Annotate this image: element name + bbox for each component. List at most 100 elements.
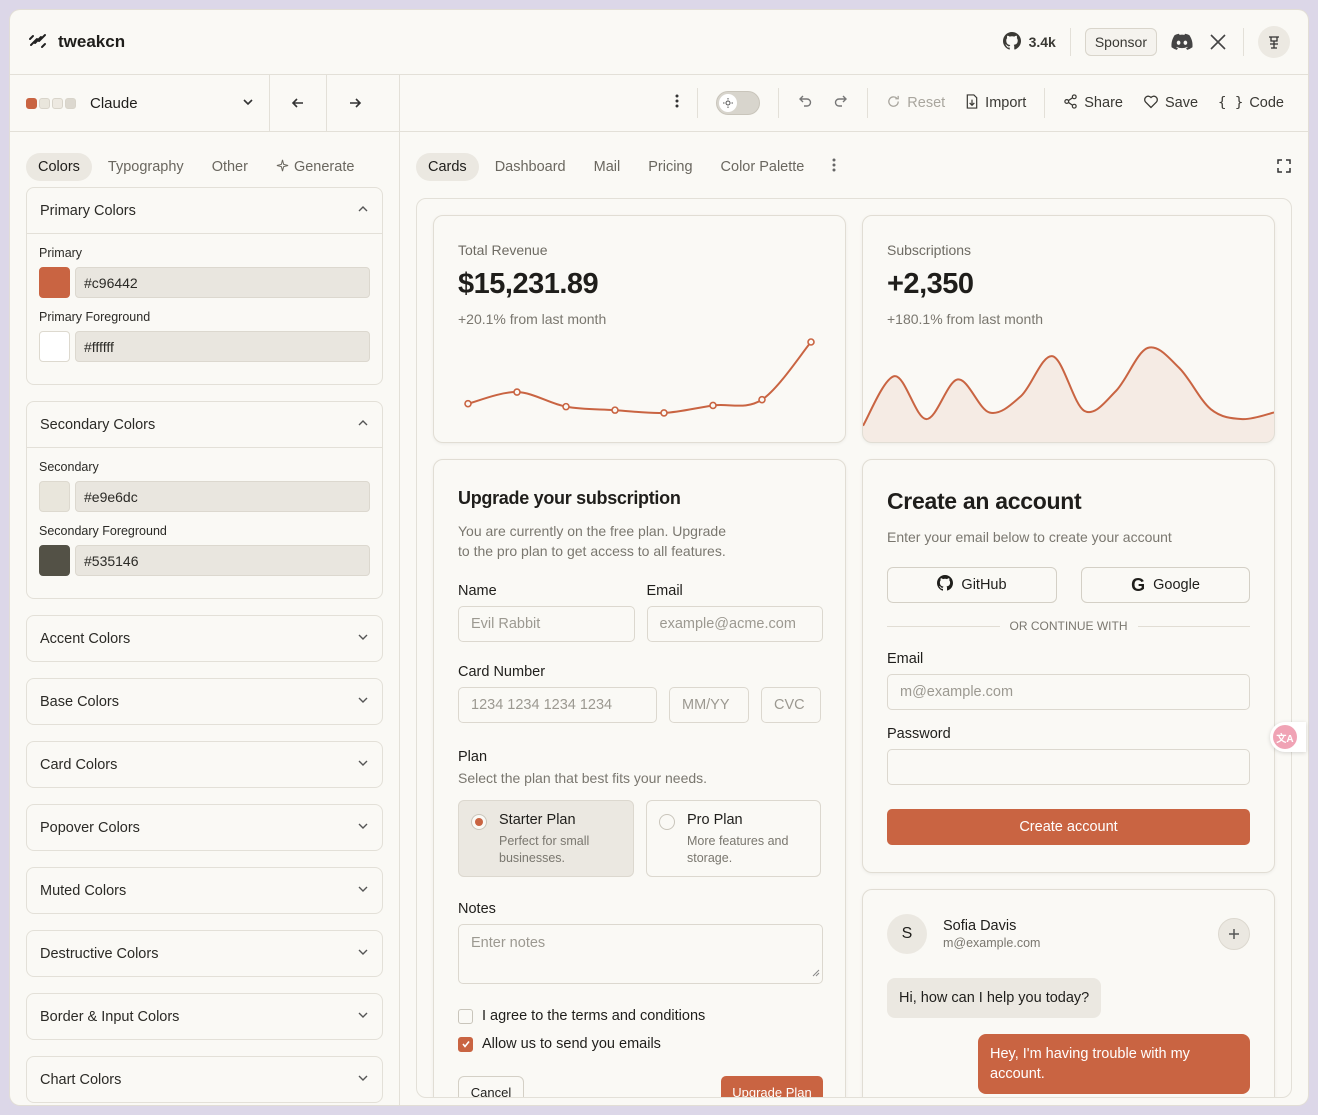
- user-avatar[interactable]: [1258, 26, 1290, 58]
- emails-checkbox-row[interactable]: Allow us to send you emails: [458, 1036, 823, 1052]
- more-tabs-button[interactable]: [820, 152, 848, 182]
- save-button[interactable]: Save: [1135, 88, 1206, 119]
- import-button[interactable]: Import: [957, 88, 1034, 119]
- section-header[interactable]: Primary Colors: [27, 188, 382, 233]
- theme-editor-sidebar: Claude Colors Typography Other Generate: [10, 74, 400, 1105]
- more-vertical-icon: [832, 158, 836, 176]
- chevron-down-icon[interactable]: [241, 95, 255, 112]
- primary-color-swatch[interactable]: [39, 267, 70, 298]
- section-title: Destructive Colors: [40, 945, 159, 962]
- upgrade-plan-button[interactable]: Upgrade Plan: [721, 1076, 823, 1097]
- popover-colors-section[interactable]: Popover Colors: [26, 804, 383, 851]
- tab-color-palette[interactable]: Color Palette: [720, 159, 805, 175]
- chat-avatar: S: [887, 914, 927, 954]
- section-title: Primary Colors: [40, 202, 136, 219]
- notes-label: Notes: [458, 901, 496, 917]
- reset-button[interactable]: Reset: [878, 88, 953, 119]
- theme-name[interactable]: Claude: [90, 94, 138, 112]
- tab-other[interactable]: Other: [211, 159, 248, 175]
- x-twitter-icon[interactable]: [1207, 31, 1229, 53]
- card-description-line: to the pro plan to get access to all fea…: [458, 543, 726, 559]
- redo-icon: [833, 93, 849, 113]
- primary-color-input[interactable]: #c96442: [75, 267, 370, 298]
- secondary-color-input[interactable]: #e9e6dc: [75, 481, 370, 512]
- google-icon: G: [1131, 574, 1146, 595]
- cancel-button[interactable]: Cancel: [458, 1076, 524, 1097]
- chevron-down-icon: [357, 946, 369, 962]
- card-number-input[interactable]: 1234 1234 1234 1234: [458, 687, 657, 723]
- primary-foreground-swatch[interactable]: [39, 331, 70, 362]
- github-label: GitHub: [961, 577, 1007, 593]
- github-signin-button[interactable]: GitHub: [887, 567, 1057, 603]
- card-colors-section[interactable]: Card Colors: [26, 741, 383, 788]
- google-signin-button[interactable]: G Google: [1081, 567, 1250, 603]
- revenue-point: [660, 409, 668, 417]
- color-sections: Primary Colors Primary #c96442 Primary F…: [10, 187, 399, 1103]
- primary-foreground-input[interactable]: #ffffff: [75, 331, 370, 362]
- name-input[interactable]: Evil Rabbit: [458, 606, 635, 642]
- share-button[interactable]: Share: [1055, 88, 1131, 119]
- more-vertical-icon: [675, 94, 679, 112]
- theme-swatch: [39, 97, 50, 109]
- chat-contact-name: Sofia Davis: [943, 918, 1017, 934]
- tab-dashboard[interactable]: Dashboard: [494, 159, 566, 175]
- undo-button[interactable]: [789, 87, 821, 119]
- email-input[interactable]: example@acme.com: [646, 606, 823, 642]
- muted-colors-section[interactable]: Muted Colors: [26, 867, 383, 914]
- destructive-colors-section[interactable]: Destructive Colors: [26, 930, 383, 977]
- more-options-button[interactable]: [667, 88, 687, 118]
- starter-plan-option[interactable]: Starter Plan Perfect for small businesse…: [458, 800, 634, 877]
- emails-checkbox[interactable]: [458, 1036, 473, 1052]
- tab-cards[interactable]: Cards: [416, 153, 479, 181]
- chart-colors-section[interactable]: Chart Colors: [26, 1056, 383, 1103]
- code-button[interactable]: { } Code: [1210, 89, 1292, 117]
- github-stars-link[interactable]: 3.4k: [1002, 31, 1056, 53]
- email-input[interactable]: m@example.com: [887, 674, 1250, 710]
- border-input-colors-section[interactable]: Border & Input Colors: [26, 993, 383, 1040]
- previous-theme-button[interactable]: [269, 74, 326, 132]
- chevron-down-icon: [357, 631, 369, 647]
- chat-contact-email: m@example.com: [943, 936, 1041, 950]
- redo-button[interactable]: [825, 87, 857, 119]
- brand[interactable]: tweakcn: [28, 30, 125, 55]
- github-star-count: 3.4k: [1028, 34, 1056, 50]
- revenue-point: [807, 338, 815, 346]
- notes-textarea[interactable]: Enter notes: [458, 924, 823, 984]
- divider-line: [887, 625, 1000, 627]
- create-account-button[interactable]: Create account: [887, 809, 1250, 845]
- terms-checkbox[interactable]: [458, 1008, 473, 1024]
- app-window: tweakcn 3.4k Sponsor: [10, 10, 1308, 1105]
- add-contact-button[interactable]: [1218, 918, 1250, 950]
- accent-colors-section[interactable]: Accent Colors: [26, 615, 383, 662]
- secondary-foreground-input[interactable]: #535146: [75, 545, 370, 576]
- cvc-input[interactable]: CVC: [761, 687, 821, 723]
- expiry-input[interactable]: MM/YY: [669, 687, 749, 723]
- terms-checkbox-row[interactable]: I agree to the terms and conditions: [458, 1008, 823, 1024]
- card-description-line: You are currently on the free plan. Upgr…: [458, 523, 726, 539]
- undo-icon: [797, 93, 813, 113]
- dark-mode-toggle[interactable]: [716, 91, 761, 115]
- base-colors-section[interactable]: Base Colors: [26, 678, 383, 725]
- secondary-color-swatch[interactable]: [39, 481, 70, 512]
- secondary-foreground-swatch[interactable]: [39, 545, 70, 576]
- divider: [778, 88, 780, 118]
- tab-generate[interactable]: Generate: [264, 153, 366, 182]
- discord-icon[interactable]: [1171, 31, 1193, 53]
- next-theme-button[interactable]: [326, 74, 383, 132]
- theme-swatch: [26, 97, 37, 109]
- sponsor-button[interactable]: Sponsor: [1084, 28, 1157, 56]
- translate-extension-button[interactable]: 文A: [1270, 722, 1306, 752]
- tab-typography[interactable]: Typography: [107, 159, 184, 175]
- section-header[interactable]: Secondary Colors: [27, 402, 382, 447]
- cards-preview: Total Revenue $15,231.89 +20.1% from las…: [416, 198, 1292, 1098]
- theme-swatch: [65, 97, 76, 109]
- plan-desc: Perfect for small businesses.: [499, 834, 590, 865]
- tab-pricing[interactable]: Pricing: [648, 159, 693, 175]
- tab-colors[interactable]: Colors: [26, 153, 92, 181]
- resize-handle-icon[interactable]: [812, 965, 820, 981]
- pro-plan-option[interactable]: Pro Plan More features and storage.: [646, 800, 821, 877]
- fullscreen-icon[interactable]: [1276, 158, 1292, 177]
- password-input[interactable]: [887, 749, 1250, 785]
- tab-mail[interactable]: Mail: [593, 159, 621, 175]
- divider-label: OR CONTINUE WITH: [1009, 619, 1128, 633]
